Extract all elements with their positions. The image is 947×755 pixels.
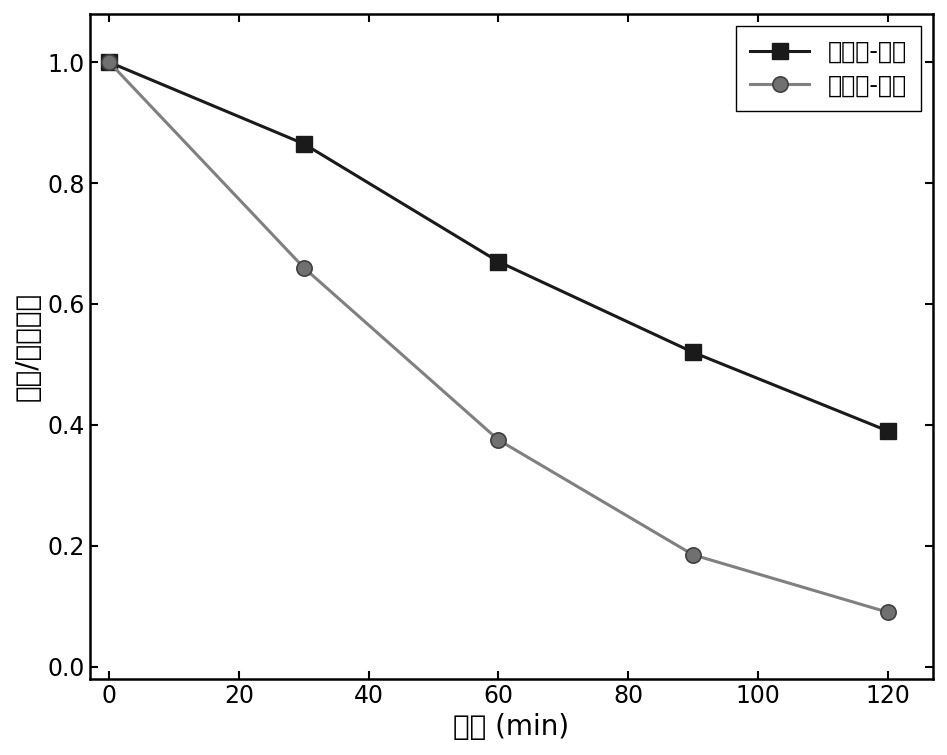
间歇式-摒拌 bbox=[688, 348, 699, 357]
连续式-循环 bbox=[882, 608, 893, 617]
连续式-循环 bbox=[688, 550, 699, 559]
间歇式-摒拌 bbox=[298, 140, 310, 149]
Y-axis label: 浓度/初始浓度: 浓度/初始浓度 bbox=[14, 291, 42, 401]
连续式-循环 bbox=[103, 57, 115, 66]
间歇式-摒拌 bbox=[882, 427, 893, 436]
Legend: 间歇式-摒拌, 连续式-循环: 间歇式-摒拌, 连续式-循环 bbox=[736, 26, 921, 112]
连续式-循环 bbox=[492, 436, 504, 445]
Line: 连续式-循环: 连续式-循环 bbox=[101, 54, 895, 620]
连续式-循环 bbox=[298, 263, 310, 273]
Line: 间歇式-摒拌: 间歇式-摒拌 bbox=[101, 54, 895, 439]
间歇式-摒拌 bbox=[492, 257, 504, 267]
X-axis label: 时间 (min): 时间 (min) bbox=[454, 713, 569, 741]
间歇式-摒拌 bbox=[103, 57, 115, 66]
